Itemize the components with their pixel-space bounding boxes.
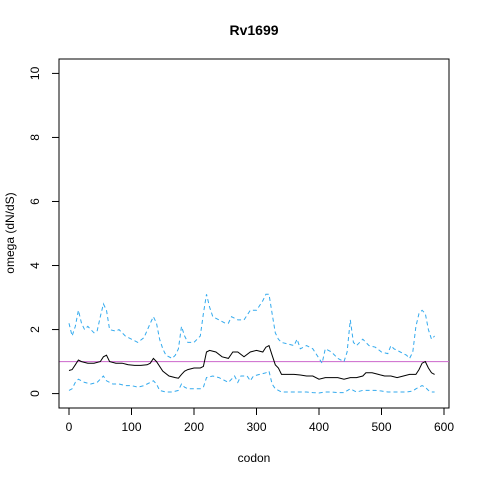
y-tick-label: 6	[28, 198, 42, 205]
y-tick-label: 4	[28, 262, 42, 269]
series-line-lower	[68, 370, 435, 394]
series-line-estimate	[68, 344, 435, 380]
series-line-upper	[68, 293, 435, 365]
x-tick-label: 0	[66, 420, 73, 434]
plot-frame	[58, 58, 450, 409]
y-axis-label: omega (dN/dS)	[3, 192, 17, 273]
y-tick-label: 8	[28, 134, 42, 141]
x-tick-label: 500	[371, 420, 391, 434]
y-tick-label: 10	[28, 66, 42, 80]
x-tick-label: 300	[246, 420, 266, 434]
x-tick-label: 100	[121, 420, 141, 434]
y-tick-label: 0	[28, 390, 42, 397]
y-tick-label: 2	[28, 326, 42, 333]
x-axis-label: codon	[238, 451, 271, 465]
x-tick-label: 400	[309, 420, 329, 434]
x-tick-label: 200	[184, 420, 204, 434]
x-tick-label: 600	[434, 420, 454, 434]
chart-title: Rv1699	[229, 22, 278, 38]
